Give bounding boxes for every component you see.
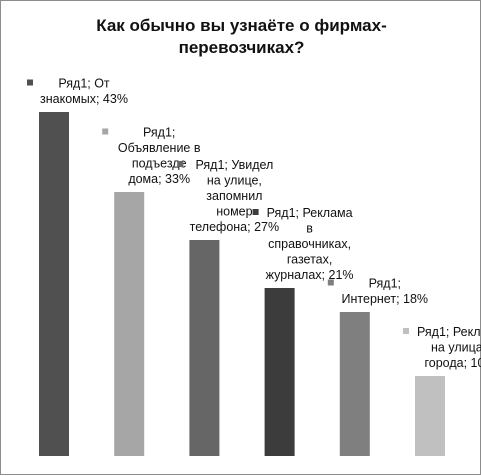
data-label-text: Ряд1; Реклама в справочниках, газетах, журна…	[266, 206, 354, 282]
bar-3	[189, 240, 220, 456]
legend-key-marker	[252, 209, 259, 215]
data-label-3: Ряд1; Увидел на улице, запомнил номер телефо…	[177, 158, 279, 234]
data-label-2: Ряд1; Объявление в подъезде дома; 33%	[102, 126, 201, 187]
data-label-text: Ряд1; Увидел на улице, запомнил номер телефо…	[190, 158, 279, 234]
bar-5	[339, 312, 370, 456]
data-label-text: Ряд1; Интернет; 18%	[342, 277, 429, 307]
data-label-text: Ряд1; Рекламана улицахгорода; 10%	[417, 325, 481, 370]
data-label-5: Ряд1; Интернет; 18%	[327, 277, 429, 307]
legend-key-marker	[27, 79, 33, 86]
chart-title: Как обычно вы узнаёте о фирмах- перевозч…	[96, 16, 387, 57]
data-label-6: Ряд1; Рекламана улицахгорода; 10%	[403, 325, 481, 370]
data-label-4: Ряд1; Реклама в справочниках, газетах, журна…	[252, 206, 354, 282]
bar-6	[415, 376, 445, 456]
legend-key-marker	[327, 279, 334, 286]
data-label-text: Ряд1; Объявление в подъезде дома; 33%	[118, 126, 201, 187]
bar-4	[264, 288, 295, 456]
legend-key-marker	[177, 161, 184, 167]
data-label-text: Ряд1; От знакомых; 43%	[40, 77, 128, 107]
legend-key-marker	[403, 328, 409, 334]
bar-2	[114, 192, 145, 456]
bar-1	[39, 112, 69, 456]
data-label-1: Ряд1; От знакомых; 43%	[27, 77, 128, 107]
legend-key-marker	[102, 128, 109, 135]
